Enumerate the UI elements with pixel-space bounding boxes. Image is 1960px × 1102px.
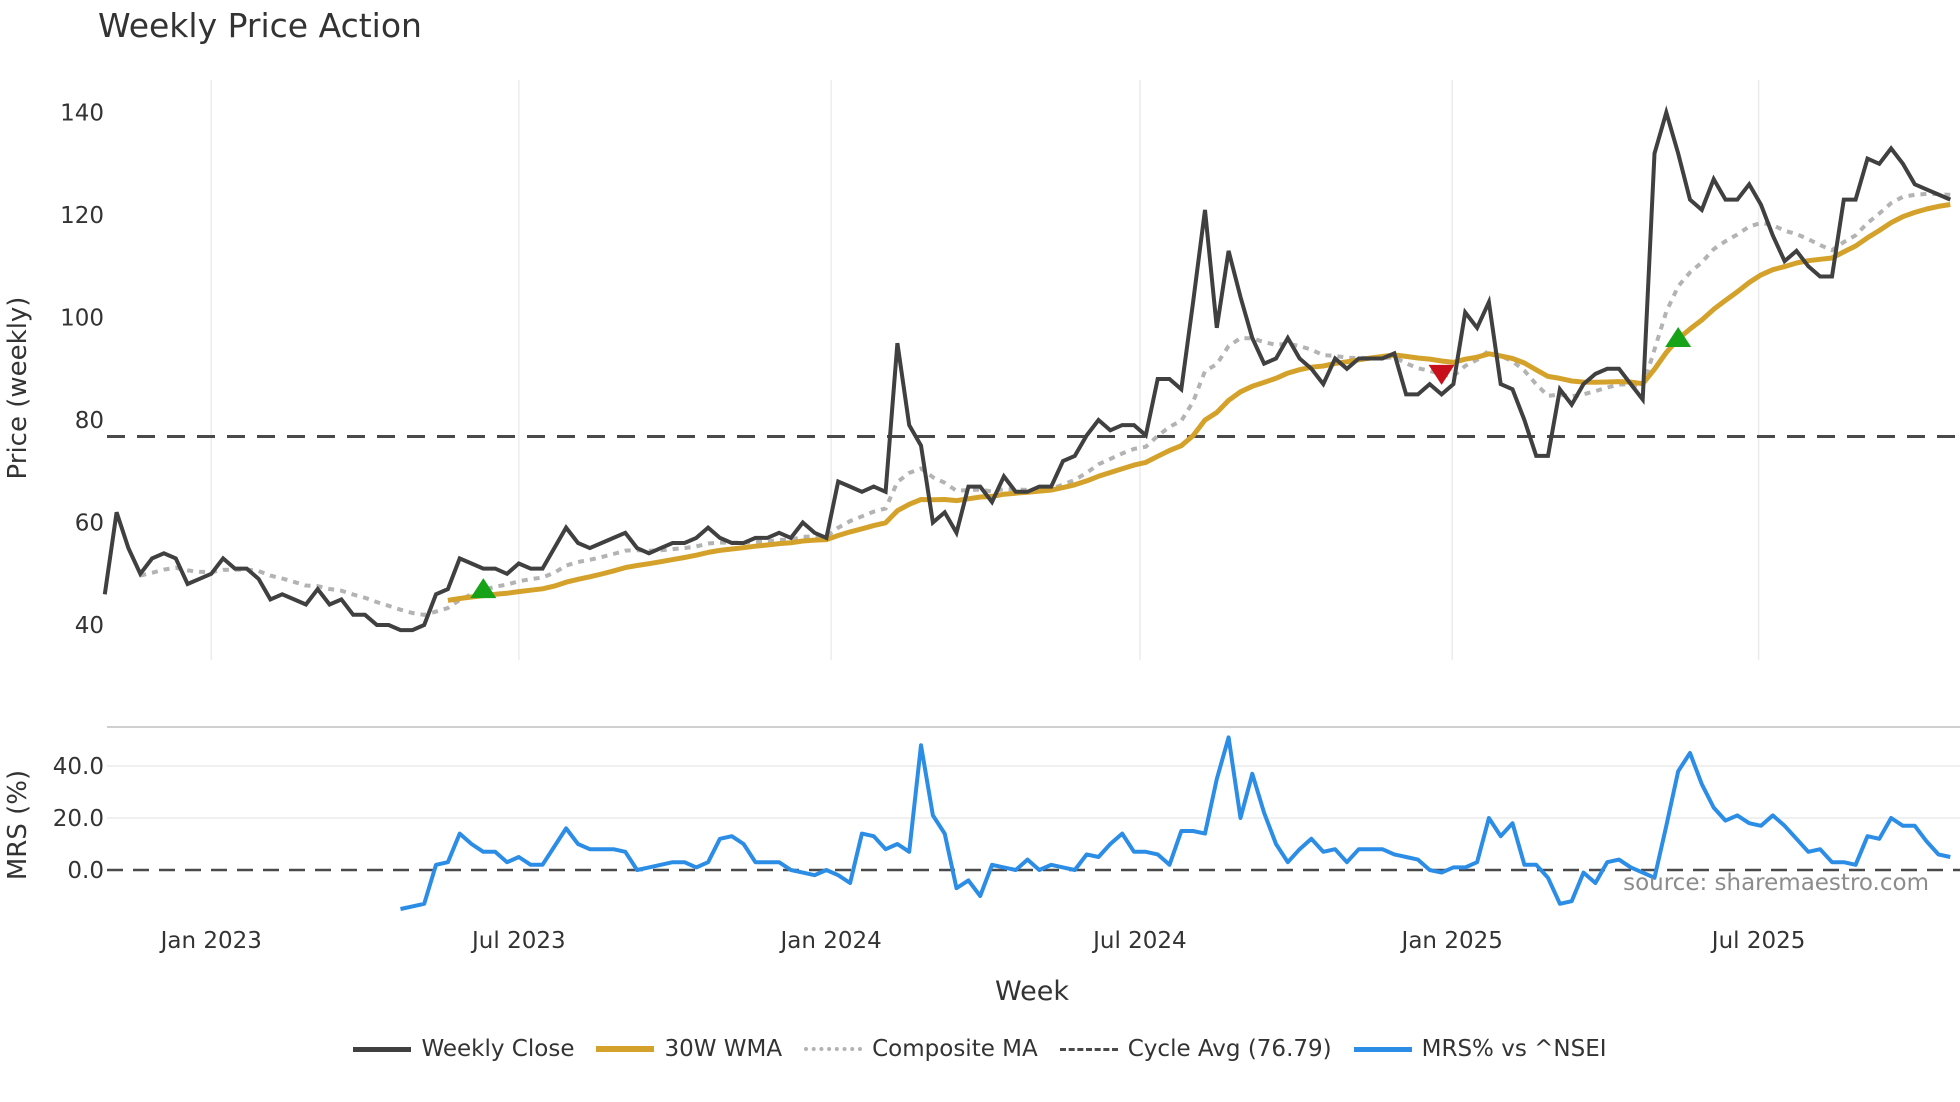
legend: Weekly Close 30W WMA Composite MA Cycle … (0, 1036, 1960, 1062)
svg-text:140: 140 (60, 101, 104, 127)
svg-text:Jul 2025: Jul 2025 (1710, 928, 1806, 954)
svg-text:Jan 2023: Jan 2023 (159, 928, 262, 954)
svg-text:120: 120 (60, 203, 104, 229)
mrs-y-axis: 0.0 20.0 40.0 (53, 754, 104, 884)
wma-line (447, 202, 1951, 603)
svg-text:80: 80 (75, 408, 104, 434)
legend-composite[interactable]: Composite MA (804, 1036, 1038, 1062)
grid-lines (107, 80, 1960, 819)
dashed-line-icon (1059, 1047, 1118, 1051)
sell-signal-icon (1428, 364, 1455, 385)
legend-wma[interactable]: 30W WMA (596, 1036, 782, 1062)
legend-label: Composite MA (872, 1036, 1038, 1062)
chart-title: Weekly Price Action (98, 6, 422, 45)
legend-weekly-close[interactable]: Weekly Close (353, 1036, 574, 1062)
svg-text:40.0: 40.0 (53, 754, 104, 780)
svg-text:Jan 2024: Jan 2024 (778, 928, 881, 954)
dotted-line-icon (804, 1047, 863, 1051)
signal-markers (470, 327, 1692, 599)
svg-text:60: 60 (75, 511, 104, 537)
legend-mrs[interactable]: MRS% vs ^NSEI (1353, 1036, 1607, 1062)
x-axis-title: Week (995, 976, 1069, 1007)
buy-signal-icon (1665, 327, 1692, 347)
svg-text:20.0: 20.0 (53, 806, 104, 832)
price-y-axis: 40 60 80 100 120 140 (60, 101, 104, 640)
weekly-close-line (102, 105, 1952, 633)
legend-label: Weekly Close (421, 1036, 575, 1062)
composite-ma-line (139, 191, 1951, 617)
solid-line-icon (353, 1046, 412, 1052)
solid-line-icon (1353, 1046, 1412, 1052)
legend-label: Cycle Avg (76.79) (1127, 1036, 1332, 1062)
svg-text:Jul 2023: Jul 2023 (470, 928, 566, 954)
source-watermark: source: sharemaestro.com (1623, 870, 1929, 896)
legend-cycle[interactable]: Cycle Avg (76.79) (1059, 1036, 1332, 1062)
svg-text:Jan 2025: Jan 2025 (1400, 928, 1503, 954)
svg-text:0.0: 0.0 (67, 858, 104, 884)
x-axis: Jan 2023 Jul 2023 Jan 2024 Jul 2024 Jan 2025… (159, 928, 1806, 954)
svg-text:100: 100 (60, 306, 104, 332)
legend-label: 30W WMA (664, 1036, 783, 1062)
mrs-line (400, 735, 1951, 911)
legend-label: MRS% vs ^NSEI (1421, 1036, 1607, 1062)
buy-signal-icon (470, 578, 497, 599)
solid-line-icon (596, 1046, 655, 1052)
svg-text:40: 40 (75, 613, 104, 639)
mrs-axis-title: MRS (%) (3, 770, 33, 880)
svg-text:Jul 2024: Jul 2024 (1091, 928, 1187, 954)
price-axis-title: Price (weekly) (3, 297, 33, 480)
